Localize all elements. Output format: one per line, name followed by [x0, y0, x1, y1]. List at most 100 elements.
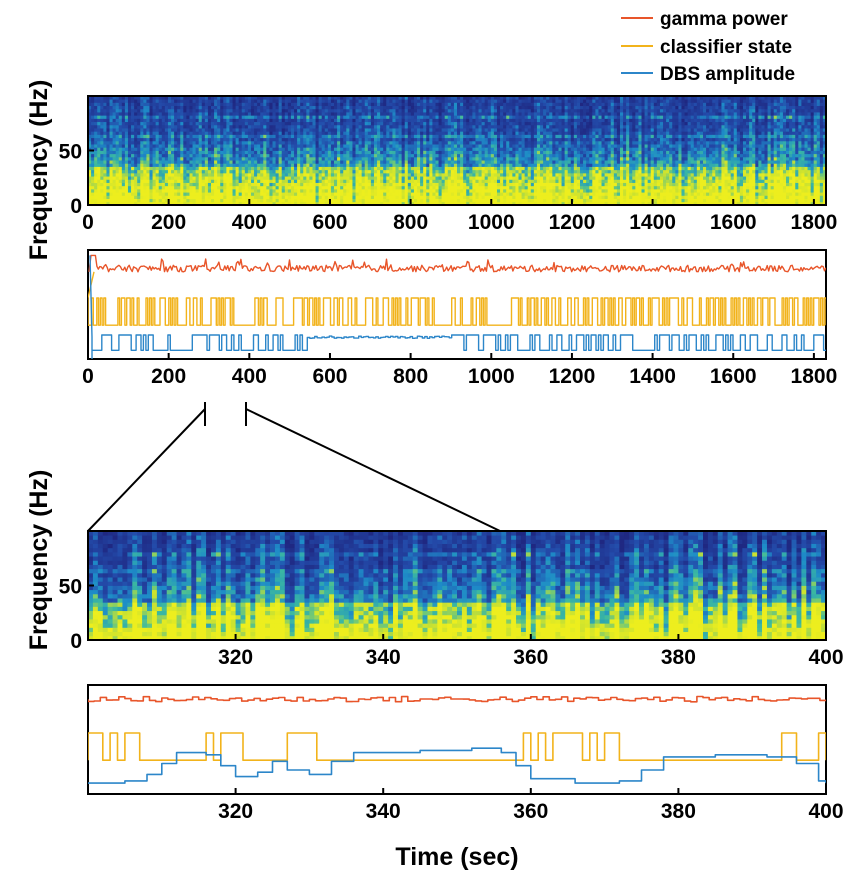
heatmap-cell [195, 112, 200, 116]
heatmap-cell [515, 163, 519, 167]
heatmap-cell [284, 102, 289, 107]
heatmap-cell [447, 201, 452, 205]
heatmap-cell [420, 102, 424, 107]
heatmap-cell [278, 137, 283, 142]
heatmap-cell [186, 105, 190, 110]
heatmap-cell [453, 108, 458, 113]
heatmap-cell [192, 115, 197, 119]
heatmap-cell [161, 201, 166, 205]
heatmap-cell [204, 105, 209, 110]
heatmap-cell [127, 153, 132, 158]
heatmap-cell [515, 112, 519, 116]
heatmap-cell [361, 198, 366, 203]
heatmap-cell [103, 176, 107, 180]
heatmap-cell [155, 99, 160, 103]
heatmap-cell [192, 128, 197, 132]
heatmap-cell [198, 198, 203, 203]
heatmap-cell [257, 163, 261, 167]
heatmap-cell [247, 176, 252, 180]
heatmap-cell [389, 166, 393, 171]
heatmap-cell [367, 112, 372, 116]
heatmap-cell [367, 195, 372, 199]
heatmap-cell [263, 192, 267, 196]
heatmap-cell [266, 201, 270, 205]
heatmap-cell [171, 115, 175, 119]
heatmap-cell [337, 118, 341, 123]
heatmap-cell [481, 156, 486, 161]
heatmap-cell [496, 96, 501, 100]
heatmap-cell [152, 156, 157, 161]
heatmap-cell [330, 166, 335, 171]
heatmap-cell [195, 153, 200, 158]
heatmap-cell [220, 172, 224, 177]
heatmap-cell [383, 112, 387, 116]
heatmap-cell [515, 179, 519, 183]
heatmap-cell [453, 144, 458, 148]
heatmap-cell [423, 144, 427, 148]
heatmap-cell [235, 102, 240, 107]
heatmap-cell [272, 160, 276, 164]
heatmap-cell [238, 185, 243, 190]
heatmap-cell [521, 96, 526, 100]
heatmap-cell [269, 121, 273, 126]
heatmap-cell [521, 185, 526, 190]
heatmap-cell [444, 156, 449, 161]
heatmap-cell [512, 134, 516, 139]
heatmap-cell [272, 188, 276, 193]
heatmap-cell [426, 172, 430, 177]
heatmap-cell [493, 115, 498, 119]
heatmap-cell [294, 96, 298, 100]
heatmap-cell [343, 118, 347, 123]
heatmap-cell [472, 134, 476, 139]
heatmap-cell [364, 102, 369, 107]
heatmap-cell [512, 185, 516, 190]
heatmap-cell [171, 147, 175, 151]
heatmap-cell [257, 140, 261, 145]
heatmap-cell [315, 156, 320, 161]
heatmap-cell [207, 153, 212, 158]
heatmap-cell [226, 185, 230, 190]
heatmap-cell [401, 160, 406, 164]
heatmap-cell [235, 185, 240, 190]
heatmap-cell [481, 131, 486, 135]
heatmap-cell [527, 144, 532, 148]
heatmap-cell [112, 179, 117, 183]
heatmap-cell [432, 147, 436, 151]
heatmap-cell [404, 144, 409, 148]
heatmap-cell [438, 147, 443, 151]
heatmap-cell [367, 156, 372, 161]
heatmap-cell [478, 105, 483, 110]
heatmap-cell [524, 198, 529, 203]
heatmap-cell [373, 198, 378, 203]
heatmap-cell [530, 160, 535, 164]
heatmap-cell [453, 163, 458, 167]
heatmap-cell [88, 105, 92, 110]
heatmap-cell [469, 102, 473, 107]
heatmap-cell [417, 185, 421, 190]
heatmap-cell [361, 160, 366, 164]
heatmap-cell [158, 163, 163, 167]
heatmap-cell [281, 182, 286, 187]
heatmap-cell [327, 150, 332, 155]
heatmap-cell [383, 192, 387, 196]
heatmap-cell [297, 198, 301, 203]
heatmap-cell [423, 96, 427, 100]
heatmap-cell [155, 176, 160, 180]
heatmap-cell [330, 124, 335, 129]
heatmap-cell [186, 121, 190, 126]
heatmap-cell [361, 201, 366, 205]
heatmap-cell [217, 96, 221, 100]
heatmap-cell [377, 144, 381, 148]
heatmap-cell [94, 176, 98, 180]
heatmap-cell [278, 102, 283, 107]
heatmap-cell [466, 176, 470, 180]
heatmap-cell [250, 185, 255, 190]
heatmap-cell [472, 118, 476, 123]
heatmap-cell [229, 124, 233, 129]
heatmap-cell [496, 156, 501, 161]
heatmap-cell [226, 182, 230, 187]
heatmap-cell [121, 160, 126, 164]
heatmap-cell [180, 166, 184, 171]
heatmap-cell [260, 153, 264, 158]
heatmap-cell [340, 169, 344, 174]
